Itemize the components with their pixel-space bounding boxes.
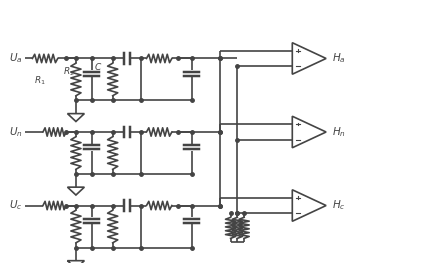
Text: $U_c$: $U_c$ — [9, 199, 22, 213]
Text: $U_n$: $U_n$ — [9, 125, 23, 139]
Text: $U_a$: $U_a$ — [9, 51, 23, 65]
Text: $H_n$: $H_n$ — [332, 125, 346, 139]
Text: $C$: $C$ — [94, 61, 102, 72]
Text: $R_1$: $R_1$ — [33, 74, 45, 87]
Text: $H_c$: $H_c$ — [332, 199, 346, 213]
Text: $H_a$: $H_a$ — [332, 51, 346, 65]
Text: $R_2$: $R_2$ — [64, 65, 75, 78]
